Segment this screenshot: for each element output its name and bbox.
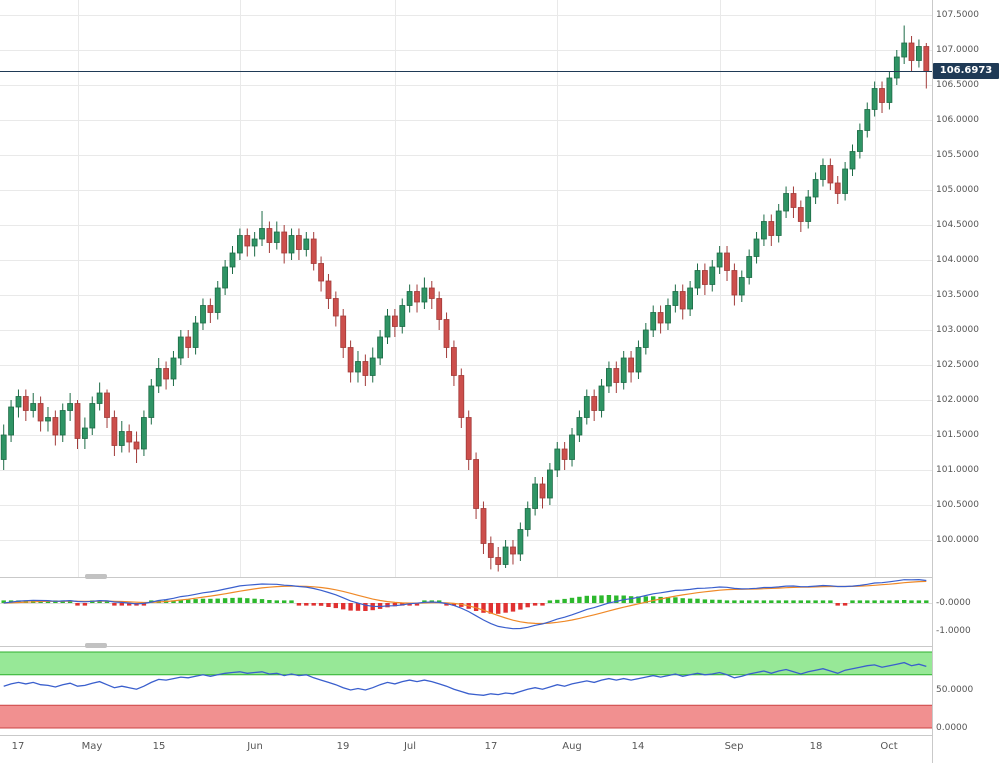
time-axis-label: 14	[631, 741, 645, 752]
price-chart-svg[interactable]	[0, 0, 932, 577]
price-axis-separator	[932, 0, 933, 763]
time-axis-label: 17	[484, 741, 498, 752]
price-axis-label: 105.5000	[936, 150, 979, 160]
time-axis-label: Sep	[724, 741, 744, 752]
time-axis-separator	[0, 735, 1003, 736]
time-axis-label: Oct	[880, 741, 898, 752]
price-axis-label: 104.0000	[936, 255, 979, 265]
time-axis-label: May	[81, 741, 103, 752]
stochastic-panel-separator[interactable]	[0, 646, 1003, 647]
price-axis-label: 100.5000	[936, 500, 979, 510]
stochastic-panel-svg[interactable]	[0, 647, 932, 735]
price-axis-label: 105.0000	[936, 185, 979, 195]
stochastic-line	[3, 661, 927, 696]
macd-axis-label: -0.0000	[936, 598, 971, 608]
macd-panel-separator[interactable]	[0, 577, 1003, 578]
time-axis[interactable]: 17 May 15 Jun 19 Jul 17 Aug 14 Sep 18 Oct	[0, 736, 932, 763]
time-axis-label: 18	[809, 741, 823, 752]
price-axis-label: 101.5000	[936, 430, 979, 440]
stochastic-resize-handle-icon[interactable]	[85, 643, 107, 648]
price-axis-label: 100.0000	[936, 535, 979, 545]
macd-line	[3, 578, 927, 630]
price-axis[interactable]: 106.6973 107.5000 107.0000 106.5000 106.000…	[933, 0, 1003, 763]
last-price-badge: 106.6973	[933, 63, 999, 79]
macd-panel-svg[interactable]	[0, 578, 932, 646]
price-axis-label: 107.0000	[936, 45, 979, 55]
time-axis-label: Jul	[403, 741, 417, 752]
time-axis-label: 15	[152, 741, 166, 752]
macd-resize-handle-icon[interactable]	[85, 574, 107, 579]
time-axis-label: Jun	[247, 741, 263, 752]
price-axis-label: 103.5000	[936, 290, 979, 300]
time-axis-label: 17	[11, 741, 25, 752]
candles	[0, 25, 930, 572]
macd-histogram	[1, 595, 929, 614]
macd-axis-label: -1.0000	[936, 626, 971, 636]
overbought-band	[0, 652, 932, 675]
oversold-band	[0, 705, 932, 728]
stochastic-axis-label: 50.0000	[936, 685, 974, 695]
price-axis-label: 107.5000	[936, 10, 979, 20]
grid-lines	[0, 15, 932, 541]
price-axis-label: 106.5000	[936, 80, 979, 90]
stochastic-axis-label: 0.0000	[936, 723, 968, 733]
time-axis-label: Aug	[562, 741, 582, 752]
price-axis-label: 102.0000	[936, 395, 979, 405]
price-axis-label: 101.0000	[936, 465, 979, 475]
time-axis-label: 19	[336, 741, 350, 752]
price-axis-label: 103.0000	[936, 325, 979, 335]
price-axis-label: 102.5000	[936, 360, 979, 370]
price-axis-label: 106.0000	[936, 115, 979, 125]
macd-signal-line	[3, 580, 927, 625]
price-axis-label: 104.5000	[936, 220, 979, 230]
